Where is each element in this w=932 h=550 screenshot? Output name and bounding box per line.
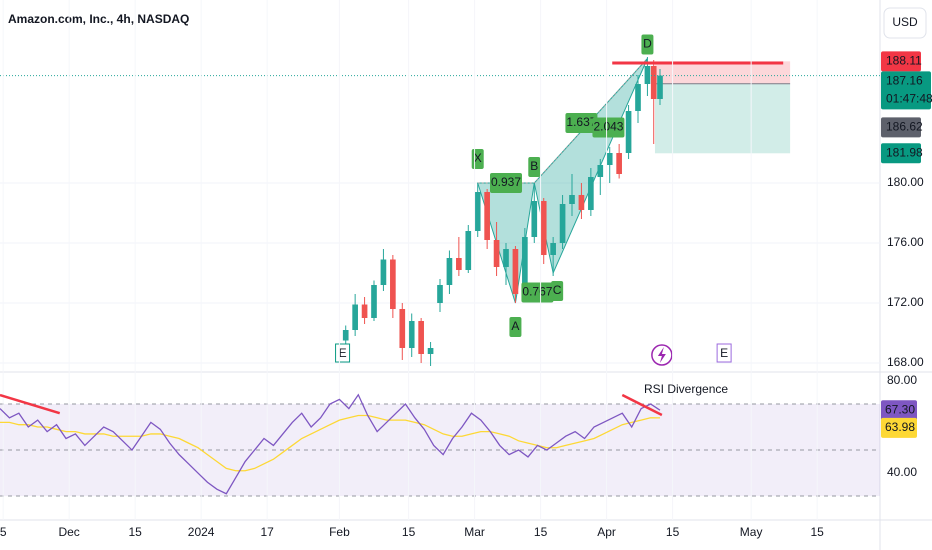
x-tick-label: 15 [666,525,680,539]
x-tick-label: 17 [260,525,274,539]
currency-button[interactable] [883,7,927,39]
stop-zone [654,61,791,84]
candle-body [361,304,368,318]
lightning-bolt [657,347,666,363]
y-tick-label: 180.00 [887,175,924,189]
x-tick-label: 2024 [188,525,215,539]
pattern-point-label: C [553,283,562,297]
y-tick-label: 80.00 [887,373,917,387]
rsi-line [0,393,661,495]
candle-body [408,321,415,348]
candle-body [597,165,604,177]
last-price-bg [881,71,931,110]
divergence-label: RSI Divergence [644,382,728,396]
candle-body [446,258,453,285]
pattern-point-bg [528,157,541,177]
pattern-point-label: X [474,151,482,165]
pattern-point-label: A [511,319,519,333]
ratio-bg [521,282,554,303]
event-badge [716,343,732,363]
currency[interactable]: USD [892,15,918,29]
rsi-price-bg [881,400,917,421]
target-price-label-bg [881,143,921,164]
divergence-line [0,393,61,415]
candle-body [427,348,434,354]
rsi-price-bg [881,417,917,438]
candle-body [559,204,566,243]
candle-body [569,195,575,204]
candle-body [418,321,424,354]
ratio-label: 0.767 [522,285,552,299]
title: Amazon.com, Inc., 4h, NASDAQ [8,12,189,26]
candle-body [644,66,651,84]
candle-body [650,66,657,99]
ratio-bg [490,173,522,193]
countdown: 01:47:48 [886,92,932,106]
candle-body [437,285,443,303]
candle-body [342,330,349,341]
candle-body [474,192,481,231]
candle-body [371,285,377,318]
x-tick-label: Mar [464,525,485,539]
x-tick-label: Dec [58,525,79,539]
candle-body [380,259,387,285]
x-tick-label: 15 [402,525,416,539]
candle-body [635,84,641,111]
last-price-label: 187.16 [886,74,923,88]
candle-body [465,231,472,270]
ratio-label: 0.937 [491,175,521,189]
x-tick-label: Feb [329,525,350,539]
x-tick-label: 15 [534,525,548,539]
x-tick-label: May [740,525,763,539]
candle-body [616,153,622,174]
candle-body [657,75,663,99]
x-tick-label: 15 [810,525,824,539]
pattern-point-label: B [530,159,538,173]
candle-body [390,259,396,309]
pattern-point-label: D [643,37,652,51]
x-tick-label: 15 [128,525,142,539]
candle-body [578,195,585,210]
rsi-price-label: 67.30 [885,402,915,416]
candle-body [503,249,509,267]
divergence-line [621,393,663,417]
pattern-point-bg [551,281,564,301]
candle-body [531,201,538,237]
candle-body [512,249,519,294]
candle-body [625,111,632,153]
candle-body [484,192,490,240]
candle-body [588,177,594,210]
target-zone [654,83,791,154]
ratio-bg [565,113,598,133]
ratio-bg [592,117,625,138]
pattern-point-bg [509,317,522,337]
candle-body [456,258,462,270]
x-tick-label: Apr [597,525,616,539]
candle-body [540,201,547,255]
stop-price-label: 188.11 [886,54,922,68]
y-tick-label: 172.00 [887,295,924,309]
candle-body [606,153,613,165]
ratio-label: 2.043 [593,120,623,134]
y-tick-label: 168.00 [887,355,924,369]
candle-body [493,240,500,267]
entry-price-label-bg [881,117,921,138]
rsi-price-label: 63.98 [885,420,915,434]
candle-body [352,304,358,330]
candle-body [522,237,528,294]
event-label: E [339,346,347,360]
x-tick-label: 5 [0,525,7,539]
target-price-label: 181.98 [886,145,923,159]
ratio-label: 1.637 [566,115,596,129]
stop-price-label-bg [881,51,921,72]
pattern-point-bg [641,34,654,55]
y-tick-label: 176.00 [887,235,924,249]
y-tick-label: 40.00 [887,465,917,479]
entry-price-label: 186.62 [886,120,923,134]
event-label: E [720,346,728,360]
candle-body [399,309,406,348]
candle-body [550,243,556,255]
